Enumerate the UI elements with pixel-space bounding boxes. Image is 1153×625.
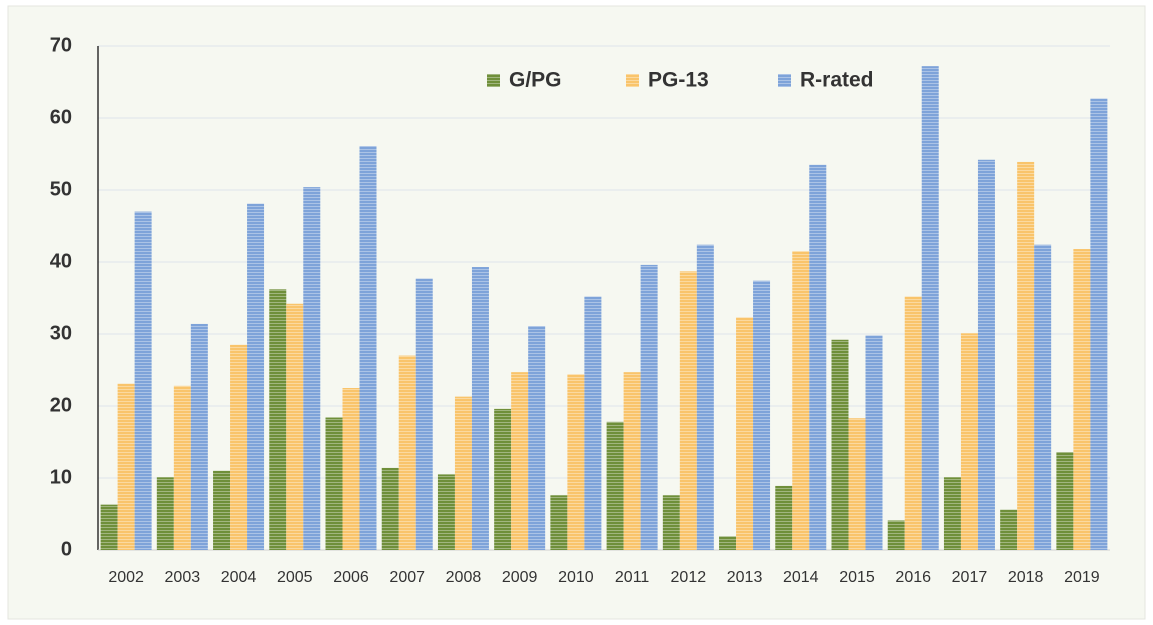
bar bbox=[230, 344, 248, 550]
bar bbox=[567, 374, 585, 550]
bar bbox=[887, 520, 905, 550]
y-tick-label: 70 bbox=[50, 34, 72, 56]
bar bbox=[100, 504, 118, 550]
y-tick-label: 60 bbox=[50, 106, 72, 128]
bar bbox=[269, 289, 287, 550]
bar bbox=[381, 467, 399, 550]
bar bbox=[528, 326, 546, 550]
bar bbox=[679, 271, 697, 550]
x-tick-label: 2005 bbox=[277, 569, 313, 586]
x-tick-label: 2010 bbox=[558, 569, 594, 586]
y-tick-label: 0 bbox=[61, 538, 72, 560]
x-tick-label: 2018 bbox=[1008, 569, 1044, 586]
bar bbox=[775, 485, 793, 550]
bar bbox=[831, 339, 849, 550]
bar bbox=[977, 159, 995, 550]
bar bbox=[437, 474, 455, 550]
bar bbox=[584, 296, 602, 550]
bar bbox=[943, 477, 961, 550]
x-tick-label: 2011 bbox=[615, 569, 650, 586]
bar bbox=[1073, 249, 1091, 551]
x-tick-label: 2003 bbox=[165, 569, 201, 586]
bar bbox=[471, 267, 489, 550]
bar bbox=[1017, 161, 1035, 551]
bar bbox=[753, 280, 771, 550]
bar bbox=[511, 372, 529, 550]
bar bbox=[606, 421, 624, 550]
bar bbox=[494, 408, 512, 550]
x-tick-label: 2019 bbox=[1064, 569, 1100, 586]
bar bbox=[696, 244, 714, 550]
bar bbox=[247, 203, 265, 550]
bar bbox=[1000, 509, 1018, 550]
bar bbox=[662, 495, 680, 550]
bar bbox=[1090, 98, 1108, 550]
legend-swatch bbox=[778, 74, 791, 87]
legend-label: PG-13 bbox=[648, 69, 709, 92]
bar bbox=[865, 335, 883, 550]
bar bbox=[960, 333, 978, 550]
bar bbox=[550, 495, 568, 550]
x-tick-label: 2002 bbox=[108, 569, 144, 586]
bar bbox=[640, 264, 658, 550]
legend-swatch bbox=[487, 74, 500, 87]
bar bbox=[303, 187, 321, 550]
bar bbox=[809, 164, 827, 551]
x-tick-label: 2008 bbox=[446, 569, 482, 586]
x-tick-label: 2004 bbox=[221, 569, 257, 586]
bar bbox=[1034, 244, 1052, 550]
bar bbox=[213, 470, 231, 550]
y-tick-label: 40 bbox=[50, 250, 72, 272]
bar bbox=[848, 418, 866, 550]
x-tick-label: 2015 bbox=[839, 569, 875, 586]
bar bbox=[286, 303, 304, 550]
bar bbox=[415, 278, 433, 550]
x-tick-label: 2017 bbox=[952, 569, 988, 586]
bar bbox=[719, 536, 737, 550]
bar bbox=[342, 388, 360, 550]
y-tick-label: 20 bbox=[50, 394, 72, 416]
y-tick-label: 50 bbox=[50, 178, 72, 200]
bar bbox=[117, 383, 135, 550]
bar bbox=[190, 323, 208, 550]
legend-label: G/PG bbox=[509, 69, 562, 92]
x-tick-label: 2006 bbox=[333, 569, 369, 586]
bar bbox=[904, 296, 922, 550]
x-tick-label: 2012 bbox=[671, 569, 707, 586]
bar bbox=[398, 355, 416, 550]
bar bbox=[173, 385, 191, 550]
bar bbox=[921, 66, 939, 550]
bar bbox=[623, 372, 641, 550]
x-tick-label: 2013 bbox=[727, 569, 763, 586]
bar bbox=[134, 211, 152, 550]
x-tick-label: 2009 bbox=[502, 569, 538, 586]
bar bbox=[454, 396, 472, 550]
x-tick-label: 2007 bbox=[389, 569, 425, 586]
bar bbox=[156, 477, 174, 550]
legend-label: R-rated bbox=[800, 69, 874, 92]
bar bbox=[792, 251, 810, 550]
y-tick-label: 10 bbox=[50, 466, 72, 488]
bar bbox=[736, 317, 754, 550]
x-tick-label: 2016 bbox=[895, 569, 931, 586]
legend-swatch bbox=[626, 74, 639, 87]
bar bbox=[1056, 452, 1074, 550]
bar bbox=[359, 146, 377, 550]
y-tick-label: 30 bbox=[50, 322, 72, 344]
bar bbox=[325, 417, 343, 550]
x-tick-label: 2014 bbox=[783, 569, 819, 586]
